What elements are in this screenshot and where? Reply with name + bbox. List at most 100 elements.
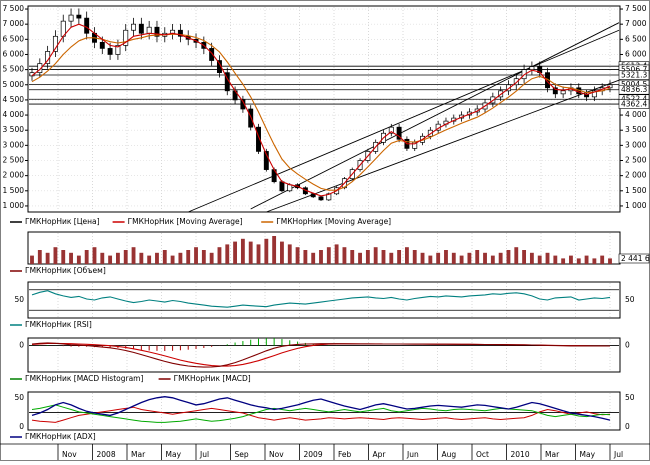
macd-legend-label-1: ГМКНорНик [MACD] [174,374,251,383]
volume-bar-63 [522,250,527,264]
candle-body-7 [84,17,90,34]
volume-bar-32 [280,241,284,264]
price-ytick-label-4: 3 000 [625,140,647,149]
candle-body-6 [76,14,82,19]
price-ytick-label-13: 7 500 [625,4,647,13]
xaxis-label-14: Mar [545,450,560,459]
volume-value-rect [618,253,650,264]
volume-bar-35 [303,250,308,264]
adx-ytick-right-1: 50 [625,393,635,402]
price-level-box-2: 5321.3 [618,70,650,80]
volume-bar-36 [311,252,316,264]
volume-bar-27 [240,238,245,264]
macd-panel-box [27,337,621,373]
volume-bar-8 [92,247,97,264]
candle-body-64 [529,66,535,70]
candle-body-1 [37,63,43,73]
volume-bar-45 [381,250,386,264]
candle-body-30 [263,151,269,170]
volume-bar-14 [139,252,144,264]
volume-bar-54 [451,252,456,264]
macd-ytick-right-0: 0 [625,341,630,350]
price-panel-box [27,5,621,213]
candle-body-23 [209,48,215,61]
volume-bar-12 [123,250,128,264]
candle-body-19 [177,29,183,37]
candle-body-47 [396,126,402,140]
adx-line [31,396,611,421]
xaxis-label-8: Feb [338,450,352,459]
ma-fast-line [31,23,611,197]
volume-bar-29 [256,244,261,264]
volume-bar-0 [30,255,34,264]
volume-bar-48 [404,247,409,264]
rsi-ytick-left-0: 50 [14,295,24,304]
price-ytick-left-label-11: 6 500 [3,34,25,43]
xaxis-label-2: Mar [131,450,146,459]
macd-ytick-left-0: 0 [19,341,24,350]
price-ytick-left-label-2: 2 000 [3,171,25,180]
volume-bar-67 [553,255,558,264]
price-ytick-left-label-1: 1 500 [3,186,25,195]
price-ytick-left-label-8: 5 000 [3,80,25,89]
price-ytick-label-1: 1 500 [625,186,647,195]
volume-bar-39 [334,244,339,264]
volume-bar-56 [467,252,472,264]
volume-bar-17 [162,250,167,264]
price-ytick-label-12: 7 000 [625,19,647,28]
xaxis-label-1: 2008 [97,450,116,459]
volume-bar-16 [155,252,159,264]
volume-bar-21 [194,247,198,264]
candle-body-29 [256,126,261,152]
volume-bar-70 [576,258,581,264]
candle-body-72 [591,90,597,98]
xaxis-label-9: Apr [373,450,387,459]
volume-bar-2 [45,252,50,264]
volume-bar-24 [217,247,222,264]
price-ytick-left-label-0: 1 000 [3,201,25,210]
adx-ytick-left-1: 50 [14,393,24,402]
candle-body-61 [505,84,511,92]
volume-bar-20 [186,250,191,264]
price-level-box-rect-6 [618,99,650,109]
volume-bar-72 [592,258,597,264]
xaxis-label-4: Jul [199,450,209,459]
candle-body-68 [560,90,566,95]
volume-value-box: 2 441 6 [618,253,650,264]
xaxis-label-6: Nov [269,450,284,459]
volume-bar-6 [76,255,81,264]
volume-bar-33 [287,244,292,264]
volume-bar-50 [420,252,425,264]
trend-channel-upper-2 [188,29,620,213]
volume-bar-68 [561,258,566,264]
xaxis-label-12: Oct [476,450,489,459]
volume-bar-31 [272,236,277,264]
candle-body-14 [138,23,144,34]
macd-line [31,342,610,368]
candle-body-12 [123,29,129,46]
volume-bar-13 [131,247,136,264]
candle-body-71 [584,93,590,98]
trend-channel-upper [250,22,620,210]
volume-bar-46 [389,252,394,264]
candle-body-62 [513,78,519,86]
volume-bar-51 [428,255,433,264]
volume-bar-47 [397,250,402,264]
volume-bar-37 [319,250,323,264]
xaxis-label-7: 2009 [304,450,323,459]
price-level-label-5: 4522.4 [621,95,647,104]
volume-bar-42 [358,252,362,264]
price-ytick-label-3: 2 500 [625,156,647,165]
xaxis-label-13: 2010 [511,450,530,459]
adx-ytick-left-0: 0 [19,422,24,431]
volume-bar-19 [178,252,183,264]
candle-body-67 [552,87,558,95]
price-level-box-rect-4 [618,84,650,95]
xaxis-label-16: Jul [613,450,623,459]
volume-bar-23 [209,252,214,264]
price-level-box-6: 4362.4 [618,99,650,109]
price-ytick-left-label-12: 7 000 [3,19,25,28]
price-ytick-left-label-13: 7 500 [3,4,25,13]
